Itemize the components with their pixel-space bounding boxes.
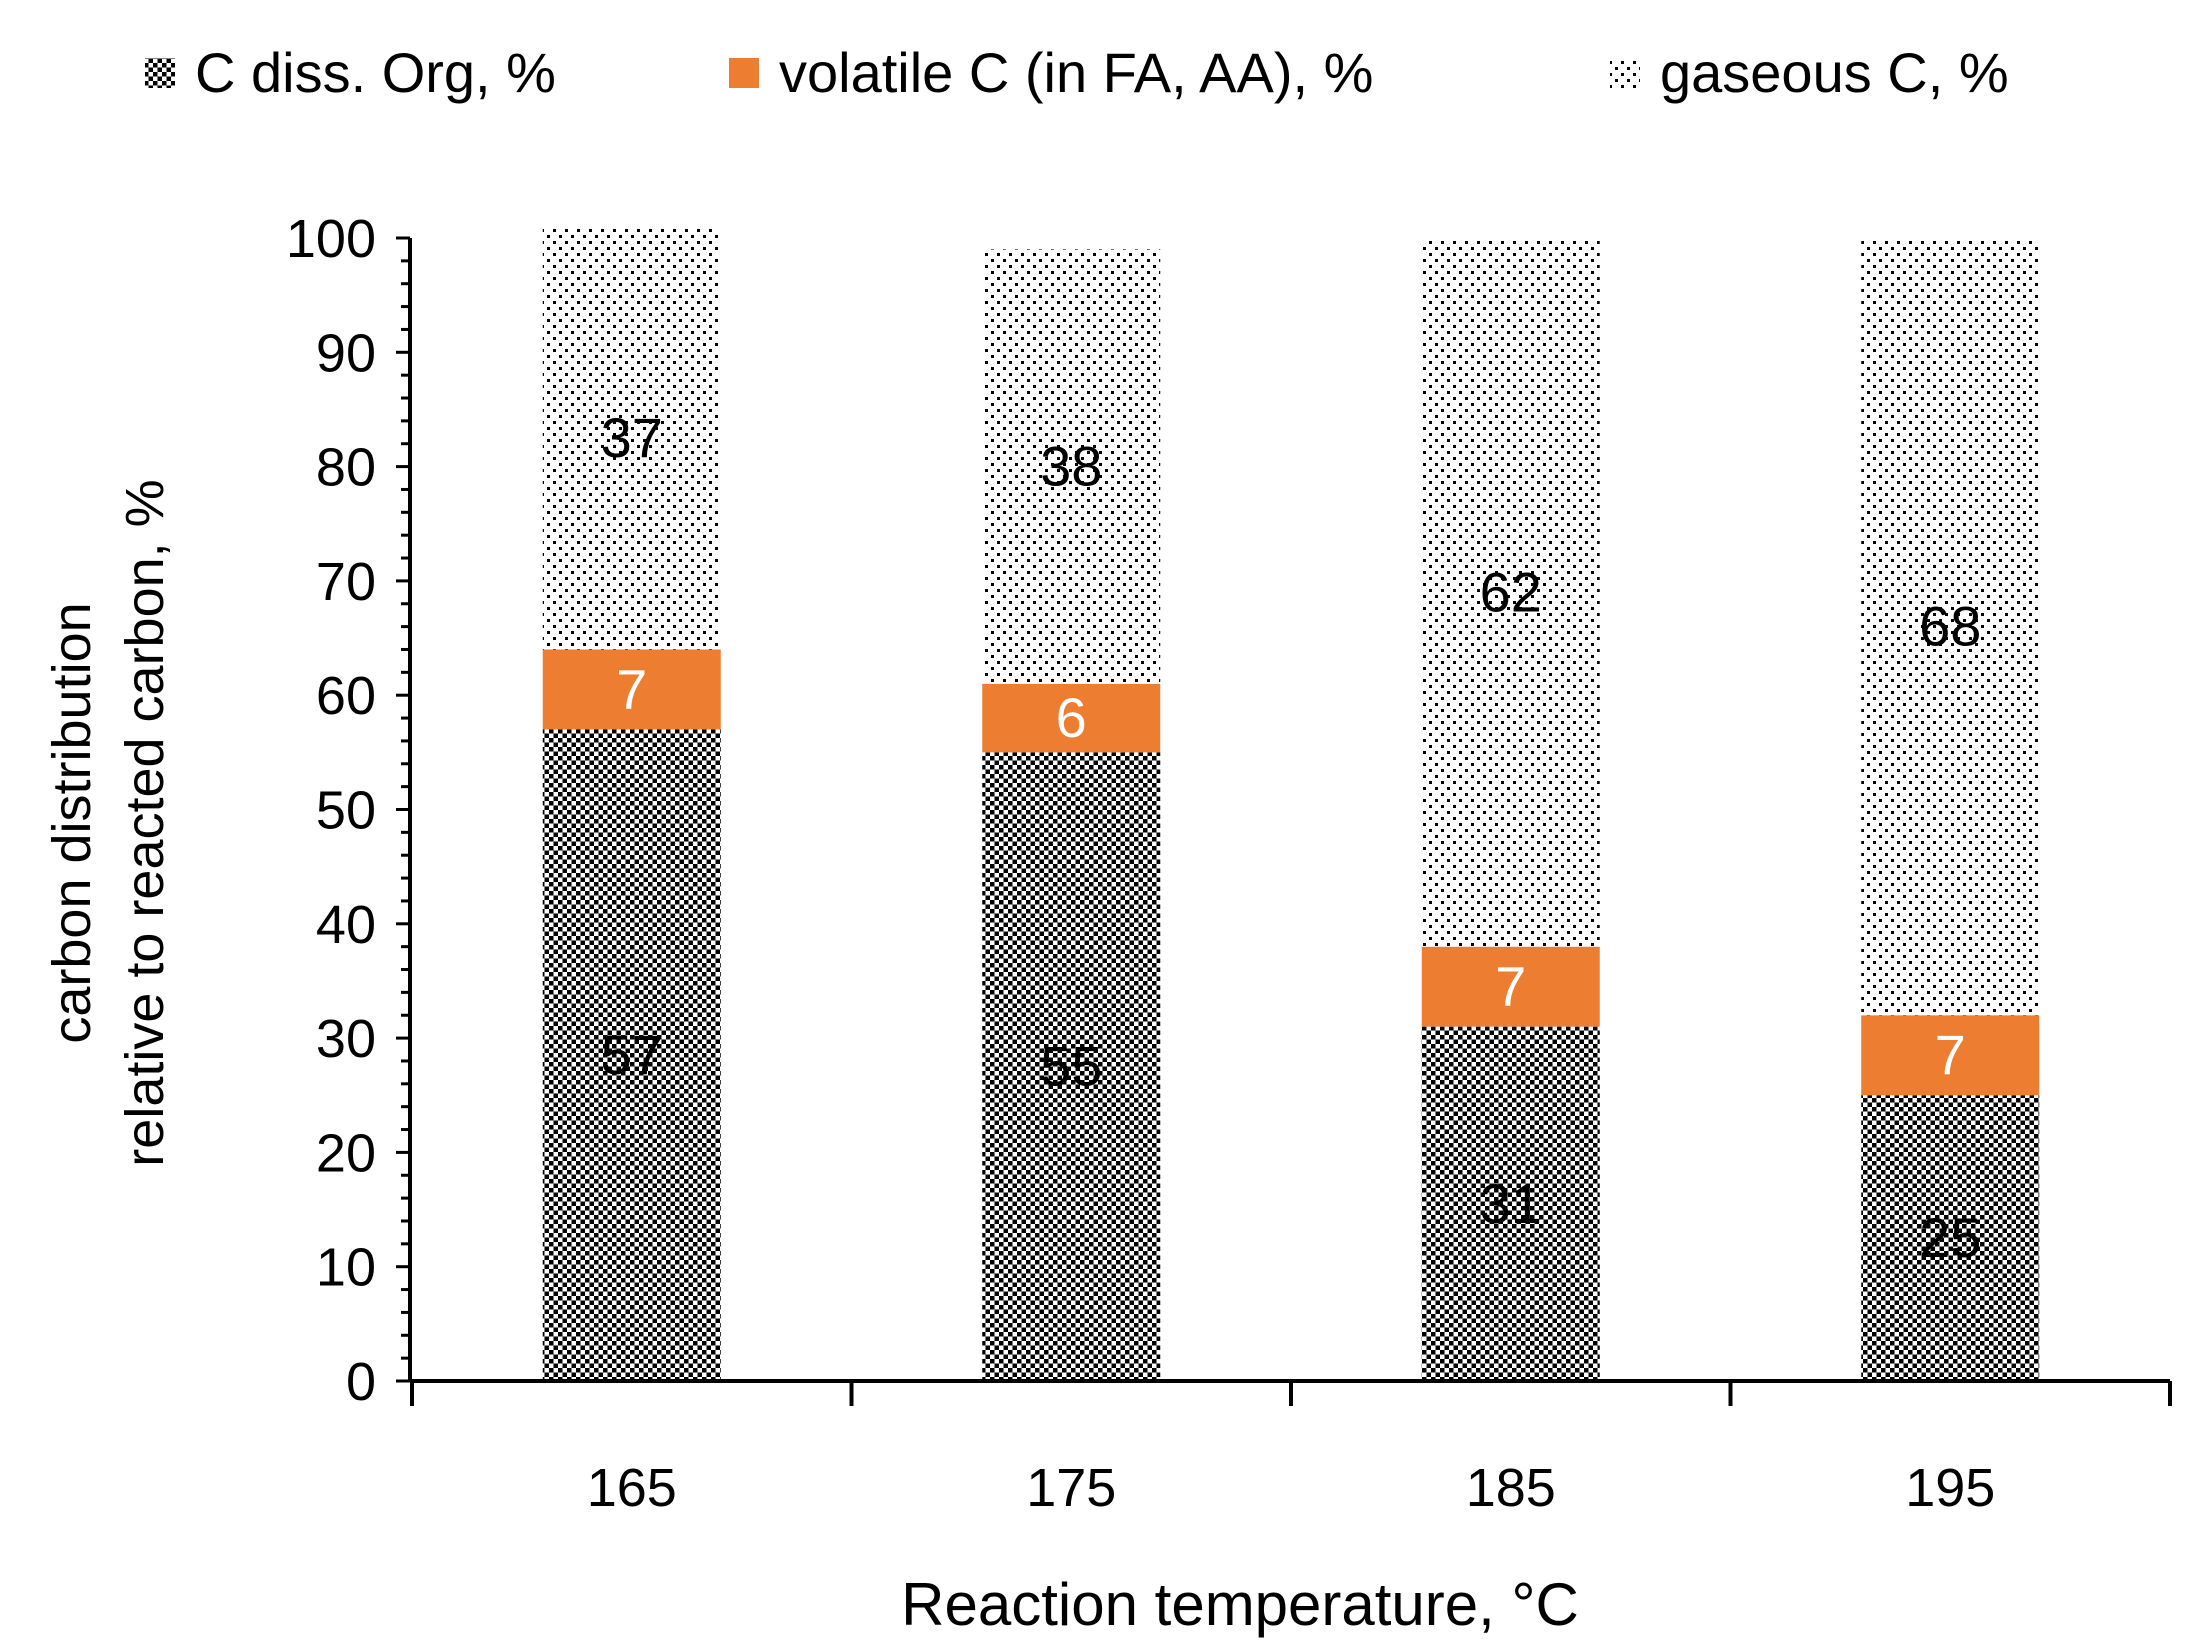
value-label-group: 57 7 37 55 6 38 31 7 62 25 7 68	[601, 406, 1982, 1269]
legend-label-2: volatile C (in FA, AA), %	[779, 41, 1373, 104]
bar-185-series-1	[1421, 1026, 1600, 1381]
bar-165-series-3	[542, 226, 721, 650]
bar-175-series-2	[982, 683, 1161, 753]
y-tick-label-10: 10	[316, 1238, 376, 1298]
y-tick-label-20: 20	[316, 1123, 376, 1183]
bar-group	[542, 226, 2040, 1381]
y-tick-label-70: 70	[316, 552, 376, 612]
data-label-195-series-2: 7	[1935, 1023, 1966, 1086]
data-label-195-series-1: 25	[1919, 1206, 1981, 1269]
legend-label-3: gaseous C, %	[1660, 41, 2009, 104]
bar-165-series-1	[542, 729, 721, 1381]
y-tick-label-0: 0	[346, 1352, 376, 1412]
y-tick-label-100: 100	[286, 209, 376, 269]
bar-195-series-2	[1861, 1015, 2040, 1096]
data-label-175-series-1: 55	[1040, 1035, 1102, 1098]
x-axis-title: Reaction temperature, °C	[901, 1571, 1579, 1638]
bar-195-series-1	[1861, 1095, 2040, 1381]
bar-165-series-2	[542, 649, 721, 730]
legend-swatch-1	[145, 58, 175, 88]
y-tick-label-50: 50	[316, 781, 376, 841]
y-tick-label-40: 40	[316, 895, 376, 955]
legend: C diss. Org, % volatile C (in FA, AA), % g…	[145, 41, 2009, 104]
x-tick-label-165: 165	[587, 1458, 677, 1518]
x-tick-label-195: 195	[1905, 1458, 1995, 1518]
data-label-165-series-1: 57	[601, 1023, 663, 1086]
data-label-175-series-2: 6	[1056, 686, 1087, 749]
data-label-165-series-3: 37	[601, 406, 663, 469]
data-label-175-series-3: 38	[1040, 435, 1102, 498]
x-tick-label-185: 185	[1466, 1458, 1556, 1518]
data-label-195-series-3: 68	[1919, 595, 1981, 658]
y-tick-label-60: 60	[316, 666, 376, 726]
y-tick-label-90: 90	[316, 323, 376, 383]
bar-195-series-3	[1861, 238, 2040, 1016]
y-tick-label-30: 30	[316, 1009, 376, 1069]
y-axis: 0 10 20 30 40 50 60 70 80 90 100	[286, 209, 412, 1412]
data-label-185-series-3: 62	[1480, 560, 1542, 623]
bar-185-series-2	[1421, 946, 1600, 1027]
bar-175-series-1	[982, 752, 1161, 1381]
legend-swatch-3	[1610, 58, 1640, 88]
bar-185-series-3	[1421, 238, 1600, 947]
legend-label-1: C diss. Org, %	[195, 41, 556, 104]
data-label-185-series-2: 7	[1495, 955, 1526, 1018]
y-tick-label-80: 80	[316, 438, 376, 498]
x-tick-label-175: 175	[1026, 1458, 1116, 1518]
y-axis-title-line-1: carbon distribution	[42, 602, 102, 1043]
bar-175-series-3	[982, 249, 1161, 684]
x-axis: 165 175 185 195	[410, 1379, 2172, 1518]
y-axis-title-line-2: relative to reacted carbon, %	[115, 479, 175, 1166]
data-label-185-series-1: 31	[1480, 1172, 1542, 1235]
legend-swatch-2	[729, 58, 759, 88]
data-label-165-series-2: 7	[616, 657, 647, 720]
